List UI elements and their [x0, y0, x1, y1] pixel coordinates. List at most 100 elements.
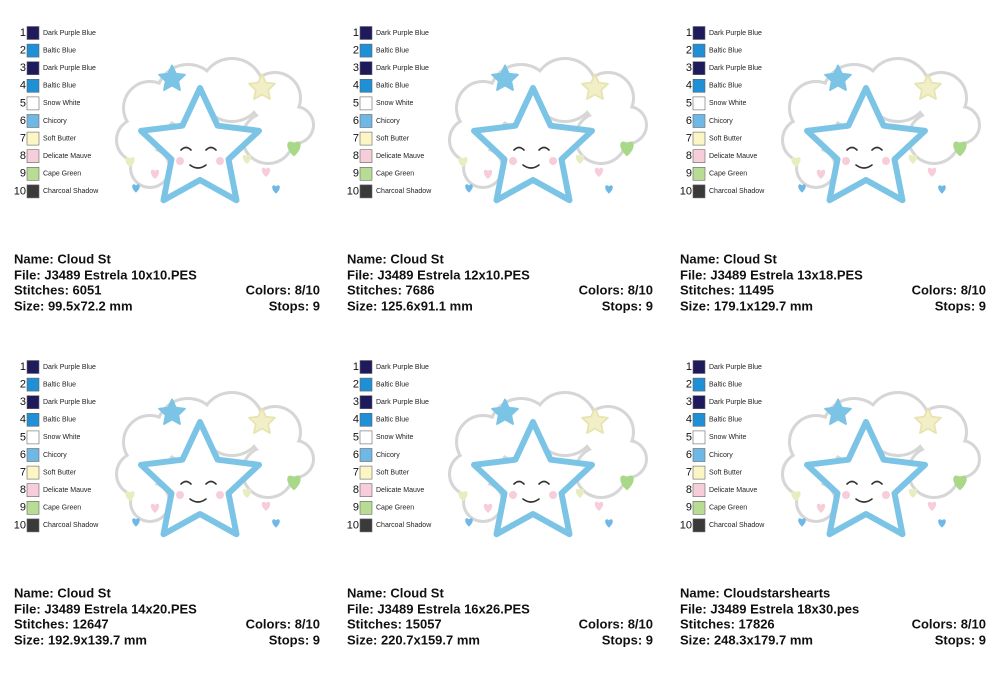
color-number: 3 — [353, 62, 359, 74]
color-swatch — [26, 377, 40, 392]
color-number: 1 — [353, 27, 359, 39]
color-number: 4 — [686, 414, 692, 426]
design-artwork — [784, 394, 978, 534]
color-number: 10 — [347, 185, 359, 197]
color-name: Snow White — [43, 434, 80, 441]
color-number: 4 — [686, 80, 692, 92]
color-swatch — [359, 413, 373, 427]
color-number: 10 — [680, 519, 692, 531]
color-name: Baltic Blue — [376, 47, 409, 54]
color-name: Dark Purple Blue — [376, 65, 429, 72]
color-swatch — [692, 395, 706, 410]
color-number: 5 — [353, 97, 359, 109]
design-file: File: J3489 Estrela 14x20.PES — [14, 601, 197, 616]
color-swatch — [26, 149, 40, 163]
color-swatch — [359, 184, 373, 199]
color-name: Dark Purple Blue — [376, 30, 429, 37]
color-number: 2 — [20, 379, 26, 391]
color-swatch — [692, 465, 706, 480]
design-stitches: Stitches: 15057 — [347, 616, 442, 631]
color-name: Baltic Blue — [376, 417, 409, 424]
color-swatch — [26, 465, 40, 480]
color-name: Chicory — [43, 452, 67, 459]
color-number: 4 — [353, 80, 359, 92]
color-number: 1 — [686, 361, 692, 373]
color-swatch — [692, 26, 706, 40]
color-swatch — [359, 61, 373, 76]
color-name: Baltic Blue — [376, 381, 409, 388]
color-number: 10 — [14, 519, 26, 531]
color-name: Charcoal Shadow — [709, 188, 765, 195]
color-number: 5 — [20, 97, 26, 109]
color-name: Soft Butter — [709, 135, 743, 142]
color-swatch — [359, 114, 373, 128]
color-swatch — [692, 61, 706, 76]
color-number: 8 — [20, 484, 26, 496]
color-name: Dark Purple Blue — [709, 30, 762, 37]
design-name: Name: Cloud St — [14, 585, 111, 600]
color-number: 1 — [353, 361, 359, 373]
color-name: Baltic Blue — [43, 47, 76, 54]
design-stitches: Stitches: 6051 — [14, 282, 101, 297]
design-stops: Stops: 9 — [602, 632, 653, 647]
color-swatch — [692, 114, 706, 128]
design-name: Name: Cloud St — [680, 251, 777, 266]
color-name: Baltic Blue — [43, 417, 76, 424]
color-name: Charcoal Shadow — [376, 188, 432, 195]
design-stops: Stops: 9 — [935, 298, 986, 313]
color-swatch — [359, 377, 373, 392]
color-number: 3 — [20, 396, 26, 408]
color-name: Snow White — [709, 100, 746, 107]
color-number: 6 — [353, 115, 359, 127]
color-swatch — [26, 501, 40, 515]
color-swatch — [692, 79, 706, 93]
color-number: 1 — [20, 361, 26, 373]
color-swatch — [26, 430, 40, 445]
color-swatch — [692, 430, 706, 445]
color-name: Chicory — [709, 118, 733, 125]
color-swatch — [26, 43, 40, 58]
design-size: Size: 192.9x139.7 mm — [14, 632, 147, 647]
color-swatch — [26, 79, 40, 93]
color-swatch — [359, 518, 373, 533]
color-number: 7 — [353, 133, 359, 145]
design-name: Name: Cloud St — [347, 251, 444, 266]
color-name: Cape Green — [709, 505, 747, 512]
color-number: 5 — [686, 97, 692, 109]
color-number: 3 — [686, 62, 692, 74]
design-name: Name: Cloud St — [14, 251, 111, 266]
color-name: Dark Purple Blue — [709, 65, 762, 72]
design-colors: Colors: 8/10 — [579, 282, 653, 297]
design-colors: Colors: 8/10 — [246, 616, 320, 631]
color-swatch — [26, 518, 40, 533]
color-number: 9 — [353, 502, 359, 514]
color-name: Baltic Blue — [709, 83, 742, 90]
color-number: 9 — [20, 168, 26, 180]
color-number: 2 — [353, 379, 359, 391]
color-name: Dark Purple Blue — [43, 65, 96, 72]
color-swatch — [359, 79, 373, 93]
color-name: Snow White — [376, 434, 413, 441]
color-name: Dark Purple Blue — [43, 364, 96, 371]
color-swatch — [26, 131, 40, 146]
color-number: 8 — [353, 150, 359, 162]
color-number: 2 — [353, 45, 359, 57]
color-swatch — [692, 96, 706, 111]
design-artwork — [784, 60, 978, 200]
color-number: 8 — [686, 484, 692, 496]
color-swatch — [26, 167, 40, 181]
color-swatch — [692, 448, 706, 462]
color-swatch — [359, 167, 373, 181]
color-swatch — [26, 61, 40, 76]
color-name: Delicate Mauve — [376, 487, 424, 494]
color-number: 5 — [20, 431, 26, 443]
color-swatch — [359, 26, 373, 40]
color-number: 7 — [353, 467, 359, 479]
color-swatch — [26, 114, 40, 128]
color-name: Chicory — [376, 118, 400, 125]
color-swatch — [26, 96, 40, 111]
design-colors: Colors: 8/10 — [246, 282, 320, 297]
color-name: Cape Green — [709, 171, 747, 178]
color-number: 7 — [686, 467, 692, 479]
